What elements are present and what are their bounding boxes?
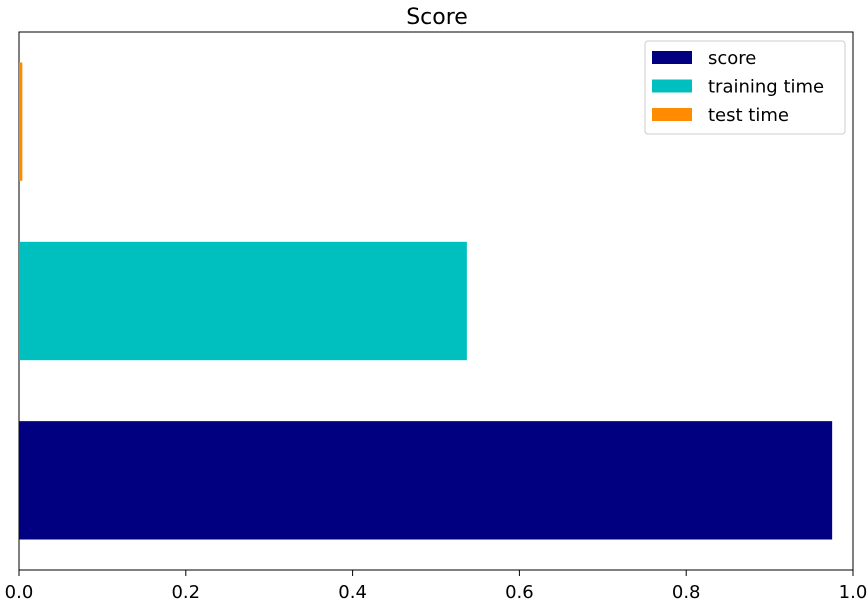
x-tick-label: 0.0 bbox=[5, 582, 34, 603]
bar-score bbox=[19, 421, 833, 540]
legend-label-training-time: training time bbox=[708, 77, 824, 98]
legend: score training time test time bbox=[644, 40, 846, 135]
x-tick-label: 0.2 bbox=[171, 582, 200, 603]
legend-swatch-score bbox=[652, 51, 692, 64]
legend-label-test-time: test time bbox=[708, 105, 789, 126]
x-tick-label: 0.8 bbox=[672, 582, 701, 603]
bar-training-time bbox=[19, 241, 467, 361]
legend-box bbox=[644, 40, 846, 135]
x-tick-label: 0.4 bbox=[338, 582, 367, 603]
x-tick-label: 0.6 bbox=[505, 582, 534, 603]
chart-title: Score bbox=[406, 5, 468, 30]
legend-swatch-test-time bbox=[652, 108, 692, 121]
bar-test-time bbox=[19, 62, 23, 181]
x-tick-label: 1.0 bbox=[839, 582, 868, 603]
legend-label-score: score bbox=[708, 48, 756, 69]
legend-swatch-training-time bbox=[652, 79, 692, 93]
